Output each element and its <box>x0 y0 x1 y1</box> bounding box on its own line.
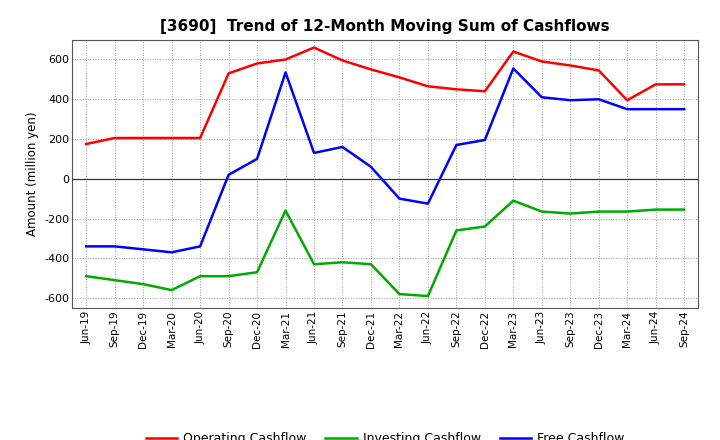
Free Cashflow <box>537 95 546 100</box>
Operating Cashflow <box>253 61 261 66</box>
Free Cashflow <box>139 247 148 252</box>
Investing Cashflow <box>680 207 688 212</box>
Title: [3690]  Trend of 12-Month Moving Sum of Cashflows: [3690] Trend of 12-Month Moving Sum of C… <box>161 19 610 34</box>
Line: Investing Cashflow: Investing Cashflow <box>86 201 684 296</box>
Free Cashflow <box>595 97 603 102</box>
Free Cashflow <box>423 201 432 206</box>
Free Cashflow <box>480 137 489 143</box>
Operating Cashflow <box>82 141 91 147</box>
Free Cashflow <box>225 172 233 177</box>
Operating Cashflow <box>110 136 119 141</box>
Free Cashflow <box>82 244 91 249</box>
Operating Cashflow <box>310 45 318 50</box>
Line: Free Cashflow: Free Cashflow <box>86 69 684 252</box>
Investing Cashflow <box>566 211 575 216</box>
Operating Cashflow <box>338 58 347 63</box>
Operating Cashflow <box>423 84 432 89</box>
Operating Cashflow <box>366 67 375 72</box>
Investing Cashflow <box>110 278 119 283</box>
Operating Cashflow <box>480 88 489 94</box>
Investing Cashflow <box>225 274 233 279</box>
Investing Cashflow <box>253 270 261 275</box>
Operating Cashflow <box>196 136 204 141</box>
Investing Cashflow <box>623 209 631 214</box>
Free Cashflow <box>167 249 176 255</box>
Free Cashflow <box>338 144 347 150</box>
Investing Cashflow <box>282 208 290 213</box>
Investing Cashflow <box>310 262 318 267</box>
Free Cashflow <box>566 98 575 103</box>
Free Cashflow <box>282 70 290 75</box>
Operating Cashflow <box>566 63 575 68</box>
Investing Cashflow <box>509 198 518 203</box>
Operating Cashflow <box>225 71 233 76</box>
Operating Cashflow <box>623 98 631 103</box>
Free Cashflow <box>310 150 318 156</box>
Free Cashflow <box>452 142 461 147</box>
Free Cashflow <box>253 156 261 161</box>
Free Cashflow <box>623 106 631 112</box>
Investing Cashflow <box>595 209 603 214</box>
Operating Cashflow <box>537 59 546 64</box>
Investing Cashflow <box>452 228 461 233</box>
Operating Cashflow <box>395 75 404 80</box>
Investing Cashflow <box>480 224 489 229</box>
Operating Cashflow <box>167 136 176 141</box>
Operating Cashflow <box>652 82 660 87</box>
Operating Cashflow <box>680 82 688 87</box>
Free Cashflow <box>680 106 688 112</box>
Operating Cashflow <box>282 57 290 62</box>
Free Cashflow <box>110 244 119 249</box>
Investing Cashflow <box>167 287 176 293</box>
Operating Cashflow <box>509 49 518 54</box>
Investing Cashflow <box>423 293 432 299</box>
Investing Cashflow <box>139 282 148 287</box>
Investing Cashflow <box>366 262 375 267</box>
Y-axis label: Amount (million yen): Amount (million yen) <box>25 112 39 236</box>
Operating Cashflow <box>139 136 148 141</box>
Investing Cashflow <box>196 274 204 279</box>
Free Cashflow <box>395 196 404 201</box>
Free Cashflow <box>366 164 375 169</box>
Line: Operating Cashflow: Operating Cashflow <box>86 48 684 144</box>
Investing Cashflow <box>338 260 347 265</box>
Free Cashflow <box>652 106 660 112</box>
Operating Cashflow <box>595 68 603 73</box>
Free Cashflow <box>196 244 204 249</box>
Investing Cashflow <box>82 274 91 279</box>
Free Cashflow <box>509 66 518 71</box>
Investing Cashflow <box>652 207 660 212</box>
Investing Cashflow <box>395 291 404 297</box>
Operating Cashflow <box>452 87 461 92</box>
Investing Cashflow <box>537 209 546 214</box>
Legend: Operating Cashflow, Investing Cashflow, Free Cashflow: Operating Cashflow, Investing Cashflow, … <box>141 427 629 440</box>
